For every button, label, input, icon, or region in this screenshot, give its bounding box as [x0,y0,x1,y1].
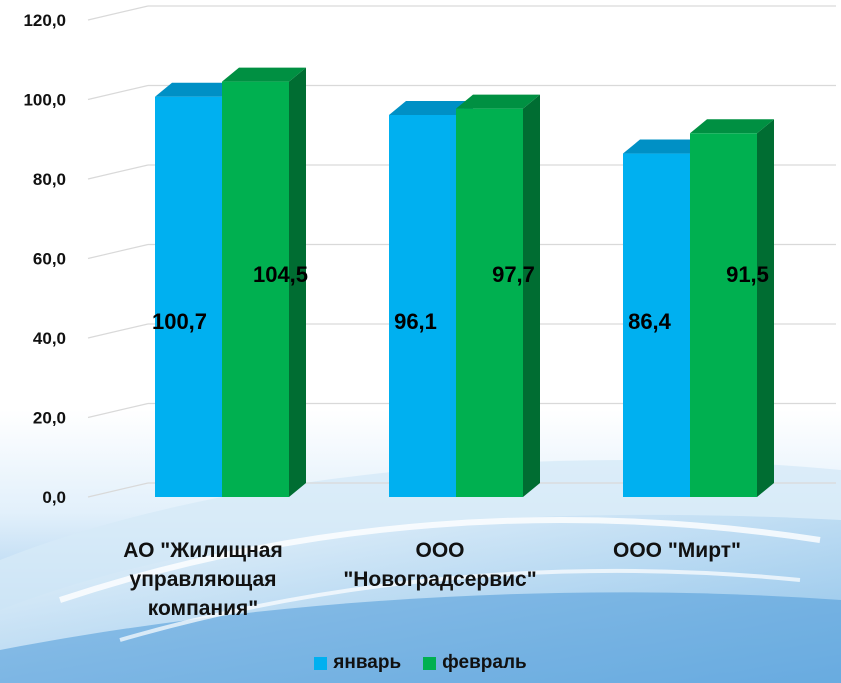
bar-front [690,133,757,497]
bar-top [389,101,473,116]
bar-top [155,82,239,97]
y-tick-label: 120,0 [23,11,66,30]
category-label-line: компания" [147,597,259,620]
y-tick-label: 20,0 [33,409,66,428]
category-label-line: АО "Жилищная [123,539,283,562]
bar-february-1 [456,94,540,497]
gridline-diagonal [87,84,149,101]
bar-front [456,108,523,497]
y-tick-label: 100,0 [23,91,66,110]
data-label: 86,4 [628,309,672,334]
gridline-diagonal [87,482,149,498]
bar-front [222,81,289,498]
bar-side [523,94,540,497]
bar-february-2 [690,119,774,497]
data-label: 104,5 [253,262,308,287]
bar-front [623,153,690,497]
bar-top [690,119,774,134]
bar-top [623,139,707,154]
legend-label-january: январь [333,652,402,673]
bar-side [757,119,774,497]
y-tick-label: 40,0 [33,329,66,348]
bar-side [289,67,306,498]
y-tick-label: 60,0 [33,250,66,269]
legend-swatch-february [423,656,437,670]
category-label: ООО "Мирт" [557,536,797,565]
bar-top [222,67,306,82]
legend: январь февраль [0,652,841,674]
gridline-diagonal [87,402,149,419]
gridline-diagonal [87,323,149,339]
data-label: 97,7 [492,262,535,287]
gridline-diagonal [87,243,149,260]
category-label: ООО "Новоградсервис" [320,536,560,594]
data-label: 100,7 [152,309,207,334]
data-labels: 100,7 104,5 96,1 97,7 86,4 91,5 [152,262,769,334]
y-axis-ticks: 0,0 20,0 40,0 60,0 80,0 100,0 120,0 [23,11,66,507]
gridline-diagonal [87,5,149,21]
legend-item-february: февраль [423,652,527,674]
legend-item-january: январь [314,652,401,674]
bar-front [389,115,456,497]
y-tick-label: 0,0 [42,488,66,507]
y-tick-label: 80,0 [33,170,66,189]
bar-february-0 [222,67,306,498]
category-label-line: ООО [415,539,465,562]
legend-swatch-january [314,656,328,670]
category-label-line: "Новоградсервис" [343,568,537,591]
data-label: 91,5 [726,262,769,287]
category-label-line: управляющая [129,568,277,591]
bars [155,67,774,498]
data-label: 96,1 [394,309,437,334]
gridline-diagonal [87,164,149,180]
category-label: АО "Жилищная управляющая компания" [83,536,323,623]
category-label-line: ООО "Мирт" [613,539,741,562]
legend-label-february: февраль [442,652,527,673]
bar-top [456,94,540,109]
bar-front [155,96,222,497]
